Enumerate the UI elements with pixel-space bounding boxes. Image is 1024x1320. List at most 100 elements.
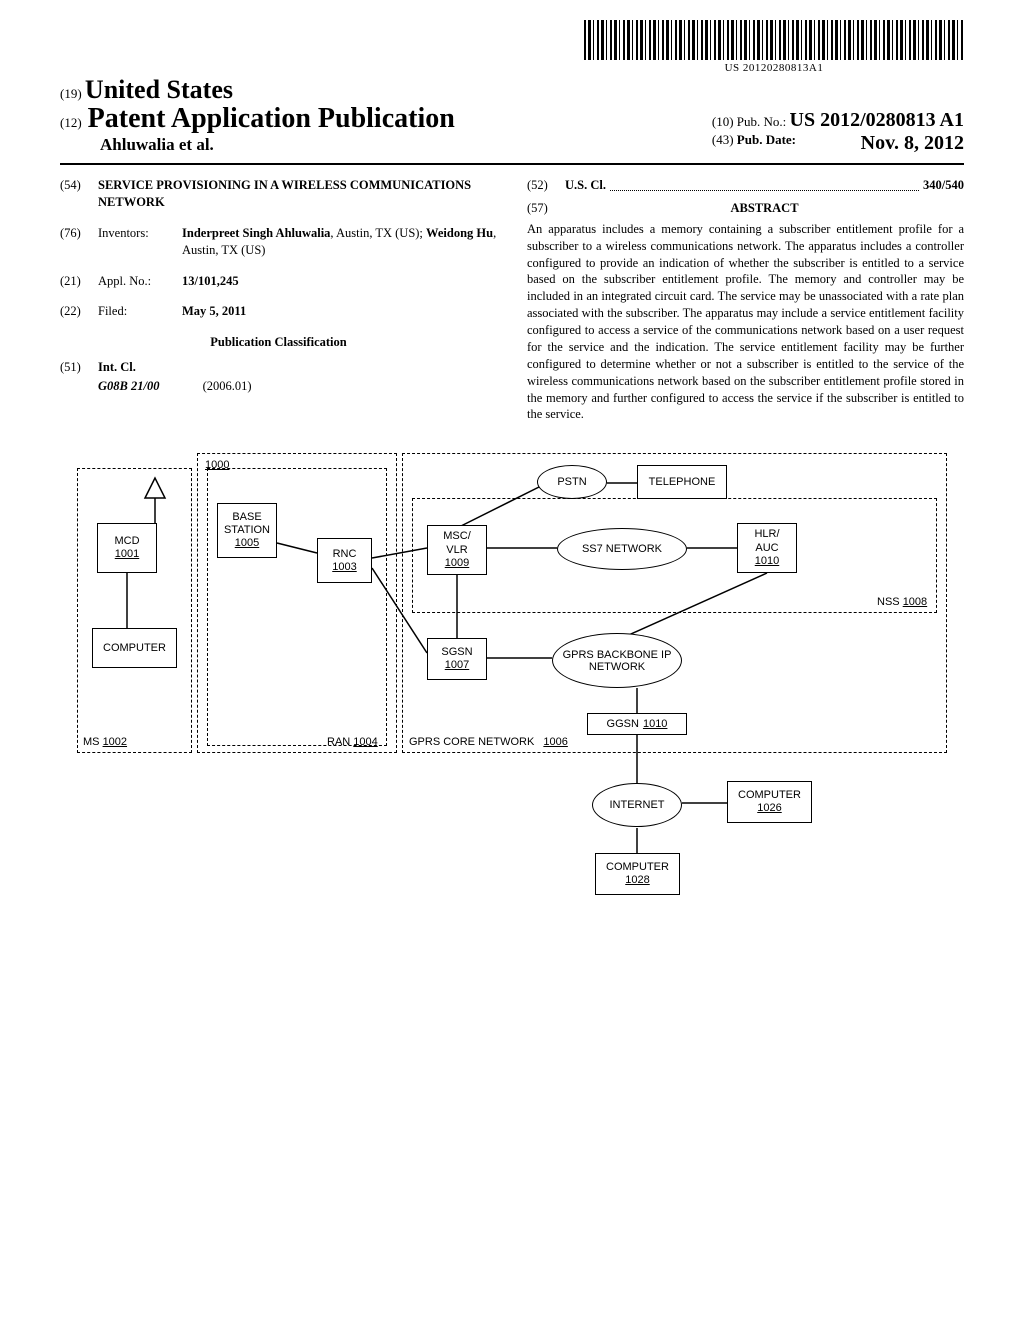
pub-info: (10) Pub. No.: US 2012/0280813 A1 (43) P… [712,109,964,155]
figure-diagram: MS 1002 1000 RAN 1004 GPRS CORE NETWORK … [77,443,947,923]
inventor-2-name: Weidong Hu [426,226,493,240]
nss-text: NSS [877,596,903,608]
field-22-code: (22) [60,303,98,320]
field-title: (54) SERVICE PROVISIONING IN A WIRELESS … [60,177,497,211]
kind-code: (12) [60,115,82,131]
hlr-auc-ref: 1010 [755,555,779,568]
computer-1-text: COMPUTER [103,642,166,655]
base-station-box: BASE STATION 1005 [217,503,277,558]
computer-1026-box: COMPUTER 1026 [727,781,812,823]
ms-text: MS [83,736,103,748]
telephone-box: TELEPHONE [637,465,727,499]
sgsn-ref: 1007 [445,659,469,672]
computer-1028-ref: 1028 [625,874,649,887]
nss-ref: 1008 [903,596,927,608]
biblio-columns: (54) SERVICE PROVISIONING IN A WIRELESS … [60,177,964,423]
inventor-header: Ahluwalia et al. [60,135,455,155]
pub-no-code: (10) [712,114,734,129]
pub-no-value: US 2012/0280813 A1 [790,109,964,131]
publication-type-line: (12) Patent Application Publication [60,103,455,135]
computer-1028-text: COMPUTER [606,861,669,874]
pub-date-code: (43) [712,132,734,147]
base-station-text: BASE STATION [218,511,276,537]
nss-label: NSS 1008 [877,596,927,608]
abstract-label: ABSTRACT [565,200,964,217]
ms-label: MS 1002 [83,736,127,748]
ms-ref: 1002 [103,736,127,748]
field-51-code: (51) [60,359,98,376]
field-54-value: SERVICE PROVISIONING IN A WIRELESS COMMU… [98,177,497,211]
barcode-stripes [584,20,964,60]
field-inventors: (76) Inventors: Inderpreet Singh Ahluwal… [60,225,497,259]
hlr-auc-text: HLR/ AUC [754,528,779,554]
field-76-value: Inderpreet Singh Ahluwalia, Austin, TX (… [182,225,497,259]
country-line: (19) United States [60,75,964,105]
field-filed: (22) Filed: May 5, 2011 [60,303,497,320]
ms-group-box [77,468,192,753]
ggsn-box: GGSN 1010 [587,713,687,735]
country-code: (19) [60,86,82,101]
pub-date-value: Nov. 8, 2012 [861,132,964,155]
ggsn-ref: 1010 [643,718,667,731]
header-left: (19) United States (12) Patent Applicati… [60,75,964,155]
inventor-1-loc: , Austin, TX (US); [330,226,426,240]
left-column: (54) SERVICE PROVISIONING IN A WIRELESS … [60,177,497,423]
msc-vlr-text: MSC/ VLR [443,530,471,556]
inventor-1-name: Inderpreet Singh Ahluwalia [182,226,330,240]
country-name: United States [85,75,233,104]
field-22-value: May 5, 2011 [182,303,497,320]
classification-heading: Publication Classification [60,334,497,351]
ggsn-text: GGSN [607,718,639,731]
barcode-label: US 20120280813A1 [584,62,964,74]
right-column: (52) U.S. Cl. 340/540 (57) ABSTRACT An a… [527,177,964,423]
header-rule [60,163,964,165]
field-76-code: (76) [60,225,98,259]
sgsn-box: SGSN 1007 [427,638,487,680]
field-54-code: (54) [60,177,98,211]
ss7-oval: SS7 NETWORK [557,528,687,570]
gprs-core-ref: 1006 [543,736,567,748]
internet-oval: INTERNET [592,783,682,827]
gprs-backbone-oval: GPRS BACKBONE IP NETWORK [552,633,682,688]
mcd-box: MCD 1001 [97,523,157,573]
barcode-region: US 20120280813A1 [584,20,964,74]
field-52-value: 340/540 [923,177,964,194]
gprs-core-text: GPRS CORE NETWORK [409,736,534,748]
computer-1026-ref: 1026 [757,802,781,815]
computer-box-1: COMPUTER [92,628,177,668]
field-21-label: Appl. No.: [98,273,182,290]
field-52-code: (52) [527,177,565,194]
rnc-text: RNC [333,548,357,561]
field-76-label: Inventors: [98,225,182,259]
msc-vlr-box: MSC/ VLR 1009 [427,525,487,575]
rnc-box: RNC 1003 [317,538,372,583]
field-21-code: (21) [60,273,98,290]
field-57-code: (57) [527,200,565,221]
field-52-label: U.S. Cl. [565,177,606,194]
field-51-label: Int. Cl. [98,359,497,376]
telephone-text: TELEPHONE [649,476,716,489]
msc-vlr-ref: 1009 [445,557,469,570]
pub-date-label: Pub. Date: [737,132,796,147]
mcd-text: MCD [114,535,139,548]
int-class: G08B 21/00 [98,379,159,393]
publication-type: Patent Application Publication [88,103,455,135]
ss7-text: SS7 NETWORK [582,543,662,555]
abstract-text: An apparatus includes a memory containin… [527,221,964,424]
base-station-ref: 1005 [235,537,259,550]
computer-1026-text: COMPUTER [738,789,801,802]
internet-text: INTERNET [610,799,665,811]
int-class-date: (2006.01) [203,379,252,393]
dot-leader [610,181,919,191]
field-int-cl-value: G08B 21/00 (2006.01) [60,378,497,395]
computer-1028-box: COMPUTER 1028 [595,853,680,895]
hlr-auc-box: HLR/ AUC 1010 [737,523,797,573]
abstract-header-row: (57) ABSTRACT [527,200,964,221]
mcd-ref: 1001 [115,548,139,561]
pstn-text: PSTN [557,476,586,488]
field-appl-no: (21) Appl. No.: 13/101,245 [60,273,497,290]
gprs-core-label: GPRS CORE NETWORK 1006 [409,736,568,748]
field-us-cl: (52) U.S. Cl. 340/540 [527,177,964,194]
field-int-cl: (51) Int. Cl. [60,359,497,376]
pub-no-label: Pub. No.: [737,114,786,129]
